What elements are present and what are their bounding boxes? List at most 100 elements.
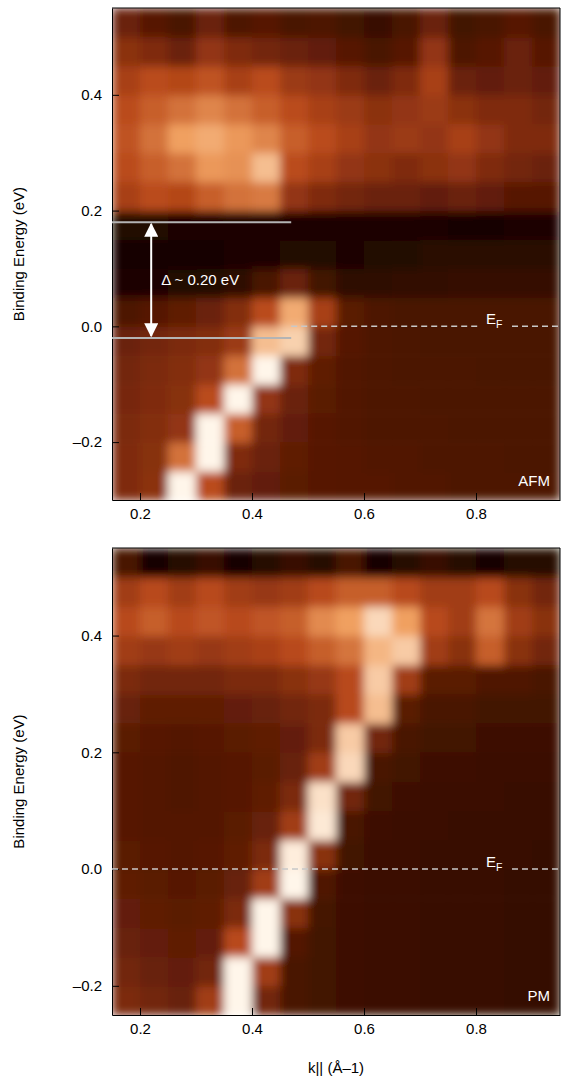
heat-cell: [112, 442, 141, 472]
heat-cell: [504, 153, 533, 183]
heat-cell: [392, 694, 421, 724]
y-tick: 0.2: [81, 744, 119, 761]
heat-cell: [336, 384, 365, 414]
heat-cell: [532, 869, 560, 899]
heat-cell: [364, 782, 393, 812]
heat-cell: [476, 413, 505, 443]
heat-cell: [140, 957, 169, 987]
heat-cell: [140, 898, 169, 928]
heat-cell: [252, 811, 281, 841]
heat-cell: [420, 840, 449, 870]
heat-cell: [392, 95, 421, 125]
heat-cell: [140, 636, 169, 666]
heat-cell: [308, 240, 337, 270]
heat-cell: [308, 636, 337, 666]
heat-cell: [364, 898, 393, 928]
heat-cell: [168, 869, 197, 899]
heat-cell: [364, 840, 393, 870]
heat-cell: [532, 606, 560, 636]
x-tick: 0.6: [354, 493, 375, 522]
heat-cell: [196, 606, 225, 636]
heat-cell: [196, 986, 225, 1015]
x-tick: 0.2: [130, 493, 151, 522]
heat-cell: [336, 752, 365, 782]
heat-cell: [112, 548, 141, 578]
heat-cell: [392, 548, 421, 578]
fermi-line: [512, 868, 560, 870]
heat-cell: [140, 752, 169, 782]
heat-cell: [140, 694, 169, 724]
heat-cell: [420, 665, 449, 695]
heat-cell: [504, 413, 533, 443]
x-tick-mark: [364, 1008, 365, 1015]
heat-cell: [224, 297, 253, 327]
heat-cell: [168, 898, 197, 928]
heat-cell: [168, 957, 197, 987]
heat-cell: [364, 927, 393, 957]
y-tick-label: 0.2: [81, 202, 102, 219]
y-axis-title: Binding Energy (eV): [10, 714, 27, 848]
heat-cell: [168, 95, 197, 125]
x-tick-label: 0.2: [130, 1020, 151, 1037]
x-tick: 0.6: [354, 1008, 375, 1037]
heat-cell: [336, 957, 365, 987]
heat-cell: [476, 548, 505, 578]
heat-cell: [196, 355, 225, 385]
heat-cell: [224, 869, 253, 899]
heat-cell: [168, 548, 197, 578]
heat-cell: [252, 355, 281, 385]
heat-cell: [252, 665, 281, 695]
heat-cell: [364, 606, 393, 636]
heat-cell: [448, 211, 477, 241]
heat-cell: [280, 986, 309, 1015]
heat-cell: [420, 898, 449, 928]
heat-cell: [140, 577, 169, 607]
heat-cell: [140, 665, 169, 695]
heat-cell: [532, 752, 560, 782]
heat-cell: [308, 153, 337, 183]
heat-cell: [448, 665, 477, 695]
heat-cell: [448, 182, 477, 212]
y-axis: –0.20.00.20.4: [73, 9, 119, 501]
fermi-line: [512, 326, 560, 328]
heat-cell: [504, 869, 533, 899]
heat-cell: [140, 95, 169, 125]
heat-cell: [336, 927, 365, 957]
heat-cell: [420, 752, 449, 782]
heat-cell: [448, 442, 477, 472]
heat-cell: [336, 297, 365, 327]
heat-cell: [532, 442, 560, 472]
heat-cell: [336, 153, 365, 183]
heat-cell: [392, 471, 421, 500]
y-axis-line: [112, 9, 113, 501]
heat-cell: [532, 957, 560, 987]
heat-cell: [308, 782, 337, 812]
heat-cell: [336, 548, 365, 578]
heat-cell: [140, 8, 169, 38]
heat-cell: [308, 694, 337, 724]
plot-area: [112, 8, 560, 500]
heat-cell: [420, 723, 449, 753]
heat-cell: [308, 665, 337, 695]
heat-cell: [280, 840, 309, 870]
heat-cell: [504, 326, 533, 356]
heat-cell: [364, 471, 393, 500]
heat-cell: [308, 548, 337, 578]
x-tick: 0.4: [242, 1008, 263, 1037]
heat-cell: [224, 606, 253, 636]
heat-cell: [420, 355, 449, 385]
heat-cell: [476, 153, 505, 183]
heat-cell: [532, 723, 560, 753]
y-tick: –0.2: [73, 433, 119, 450]
y-tick-label: 0.0: [81, 860, 102, 877]
gap-line: [112, 337, 291, 339]
heat-cell: [168, 182, 197, 212]
heat-cell: [504, 957, 533, 987]
figure: –0.20.00.20.40.20.40.60.8Binding Energy …: [0, 0, 570, 1084]
heatmap: [112, 8, 560, 500]
heat-cell: [392, 384, 421, 414]
heat-cell: [476, 124, 505, 154]
heat-cell: [364, 268, 393, 298]
heat-cell: [364, 442, 393, 472]
heat-cell: [364, 240, 393, 270]
